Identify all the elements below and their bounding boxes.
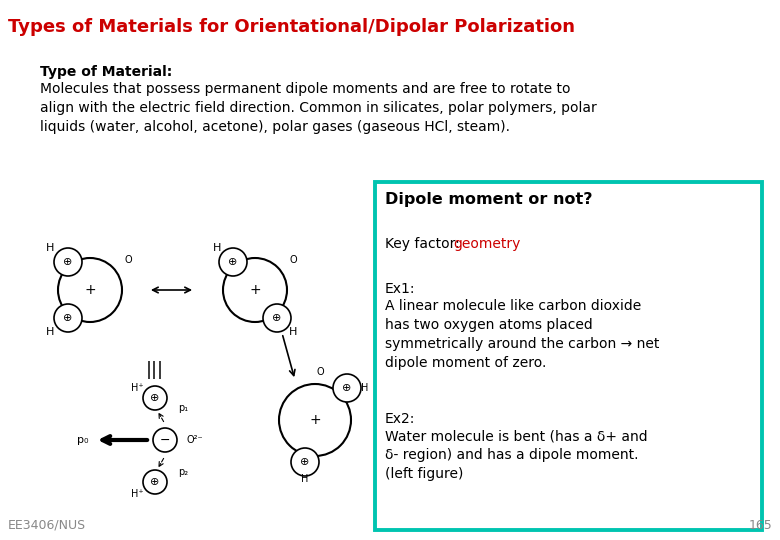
Text: Dipole moment or not?: Dipole moment or not? — [385, 192, 593, 207]
Text: ⊕: ⊕ — [229, 257, 238, 267]
Text: ⊕: ⊕ — [300, 457, 310, 467]
Text: Ex1:: Ex1: — [385, 282, 416, 296]
Text: EE3406/NUS: EE3406/NUS — [8, 519, 86, 532]
Text: ⊕: ⊕ — [342, 383, 352, 393]
Text: O: O — [316, 367, 324, 377]
Text: p₂: p₂ — [178, 467, 188, 477]
Circle shape — [58, 258, 122, 322]
Text: O²⁻: O²⁻ — [186, 435, 204, 445]
Text: ⊕: ⊕ — [63, 257, 73, 267]
Text: H⁺: H⁺ — [131, 489, 144, 499]
Text: +: + — [249, 283, 261, 297]
Text: geometry: geometry — [453, 237, 520, 251]
Circle shape — [219, 248, 247, 276]
Text: Key factor:: Key factor: — [385, 237, 464, 251]
Circle shape — [54, 248, 82, 276]
Text: H: H — [289, 327, 297, 337]
Circle shape — [279, 384, 351, 456]
Text: |||: ||| — [146, 361, 164, 379]
Text: Water molecule is bent (has a δ+ and
δ- region) and has a dipole moment.
(left f: Water molecule is bent (has a δ+ and δ- … — [385, 429, 647, 481]
Text: 165: 165 — [748, 519, 772, 532]
Text: ⊕: ⊕ — [151, 393, 160, 403]
FancyBboxPatch shape — [375, 182, 762, 530]
Text: ⊕: ⊕ — [272, 313, 282, 323]
Text: H: H — [46, 327, 54, 337]
Text: ⊕: ⊕ — [63, 313, 73, 323]
Circle shape — [291, 448, 319, 476]
Text: +: + — [84, 283, 96, 297]
Text: H: H — [301, 474, 309, 484]
Text: ⊕: ⊕ — [151, 477, 160, 487]
Text: Ex2:: Ex2: — [385, 412, 416, 426]
Text: O: O — [124, 255, 132, 265]
Circle shape — [153, 428, 177, 452]
Circle shape — [223, 258, 287, 322]
Circle shape — [263, 304, 291, 332]
Text: +: + — [309, 413, 321, 427]
Circle shape — [143, 386, 167, 410]
Text: p₀: p₀ — [77, 435, 89, 445]
Circle shape — [333, 374, 361, 402]
Text: H: H — [361, 383, 369, 393]
Text: H⁺: H⁺ — [131, 383, 144, 393]
Text: Type of Material:: Type of Material: — [40, 65, 172, 79]
Text: H: H — [46, 243, 54, 253]
Circle shape — [143, 470, 167, 494]
Text: Types of Materials for Orientational/Dipolar Polarization: Types of Materials for Orientational/Dip… — [8, 18, 575, 36]
Text: p₁: p₁ — [178, 403, 188, 413]
Text: A linear molecule like carbon dioxide
has two oxygen atoms placed
symmetrically : A linear molecule like carbon dioxide ha… — [385, 299, 659, 370]
Text: −: − — [160, 434, 170, 447]
Text: Molecules that possess permanent dipole moments and are free to rotate to
align : Molecules that possess permanent dipole … — [40, 82, 597, 134]
Circle shape — [54, 304, 82, 332]
Text: O: O — [289, 255, 297, 265]
Text: H: H — [213, 243, 222, 253]
